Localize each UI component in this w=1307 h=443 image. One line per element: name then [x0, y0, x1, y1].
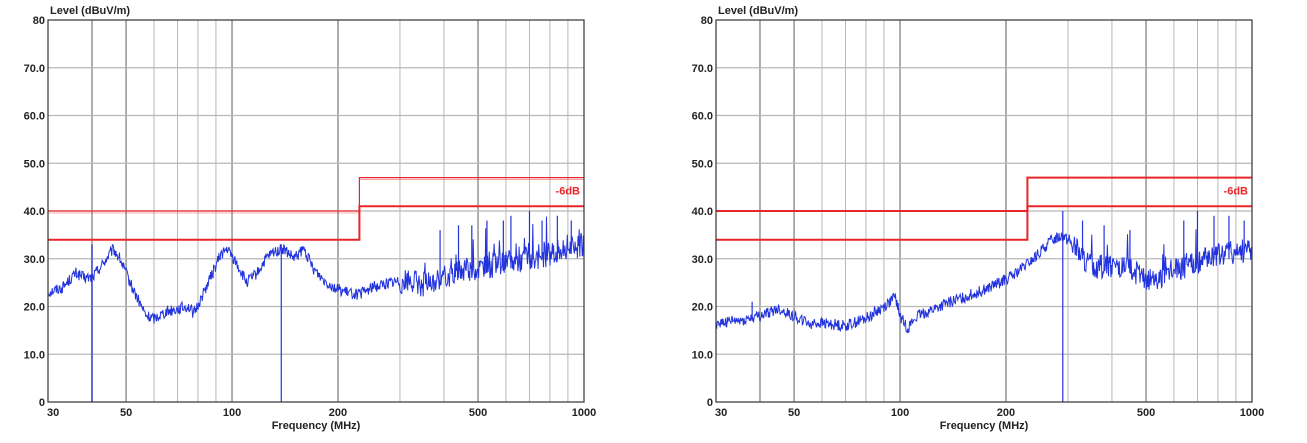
x-tick-label: 100: [891, 407, 909, 419]
y-tick-label: 10.0: [24, 349, 45, 361]
limit-label: -6dB: [1224, 185, 1249, 197]
y-tick-label: 40.0: [692, 206, 713, 218]
y-tick-label: 50.0: [24, 158, 45, 170]
x-tick-label: 500: [1137, 407, 1155, 419]
y-tick-label: 80: [701, 15, 713, 27]
x-tick-label: 100: [223, 407, 241, 419]
y-axis-ticks: 0 10.0 20.0 30.0 40.0 50.0 60.0 70.0 80: [692, 15, 713, 409]
y-axis-ticks: 0 10.0 20.0 30.0 40.0 50.0 60.0 70.0 80: [24, 15, 45, 409]
measurement-trace: [47, 211, 585, 402]
plot-frame: [715, 19, 1253, 403]
x-axis-title: Frequency (MHz): [272, 420, 361, 432]
limit-lines: -6dB: [716, 176, 1252, 241]
x-axis-ticks: 30 50 100 200 500 1000: [47, 407, 596, 419]
y-tick-label: 0: [707, 397, 713, 409]
y-tick-label: 50.0: [692, 158, 713, 170]
limit-line-2: [48, 205, 584, 241]
y-tick-label: 40.0: [24, 206, 45, 218]
y-tick-label: 10.0: [692, 349, 713, 361]
y-tick-label: 60.0: [692, 111, 713, 123]
y-tick-label: 60.0: [24, 111, 45, 123]
x-tick-label: 50: [120, 407, 132, 419]
emission-chart-right: -6dB 0 10.0 20.0 30.0 40.0 50.0 60.0 70.0 80 30 50 1…: [692, 5, 1265, 432]
x-tick-label: 30: [47, 407, 59, 419]
x-tick-label: 1000: [1240, 407, 1264, 419]
y-tick-label: 80: [33, 15, 45, 27]
y-tick-label: 70.0: [24, 63, 45, 75]
y-tick-label: 20.0: [692, 302, 713, 314]
x-tick-label: 200: [997, 407, 1015, 419]
limit-line-1: [716, 176, 1252, 212]
x-tick-label: 1000: [572, 407, 596, 419]
x-tick-label: 500: [469, 407, 487, 419]
limit-line-2: [716, 205, 1252, 241]
x-tick-label: 30: [715, 407, 727, 419]
y-tick-label: 70.0: [692, 63, 713, 75]
limit-line-1-shadow: [48, 179, 584, 214]
measurement-trace: [715, 211, 1253, 402]
x-tick-label: 50: [788, 407, 800, 419]
trace-line: [47, 216, 585, 324]
limit-label: -6dB: [556, 185, 581, 197]
y-tick-label: 20.0: [24, 302, 45, 314]
limit-lines: -6dB: [48, 177, 584, 241]
y-tick-label: 30.0: [692, 254, 713, 266]
x-axis-title: Frequency (MHz): [940, 420, 1029, 432]
y-tick-label: 0: [39, 397, 45, 409]
x-axis-ticks: 30 50 100 200 500 1000: [715, 407, 1264, 419]
emission-chart-left: -6dB 0 10.0 20.0 30.0 40.0 50.0 60.0 70.0 80 30 50 1…: [24, 5, 597, 432]
y-axis-title: Level (dBuV/m): [718, 5, 798, 17]
trace-line: [715, 229, 1253, 334]
x-tick-label: 200: [329, 407, 347, 419]
plot-frame: [47, 19, 585, 403]
y-tick-label: 30.0: [24, 254, 45, 266]
y-axis-title: Level (dBuV/m): [50, 5, 130, 17]
